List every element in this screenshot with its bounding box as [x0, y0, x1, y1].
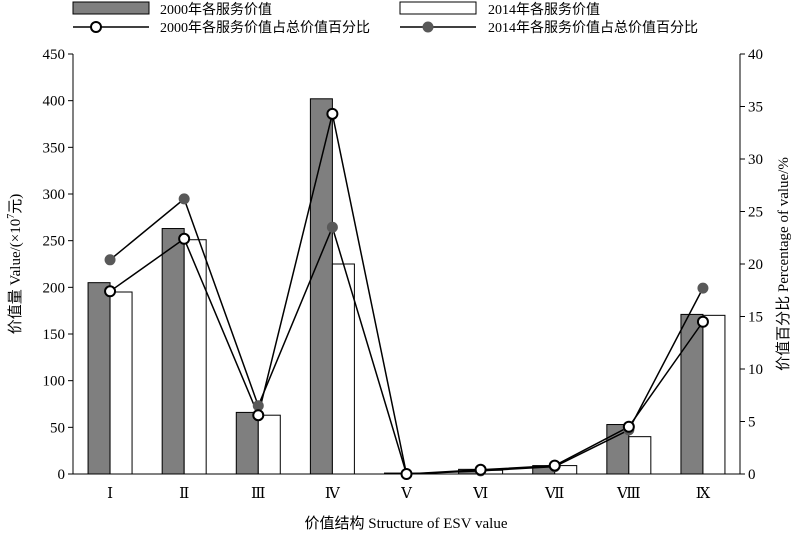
legend-swatch-2014-bar [399, 1, 477, 15]
point-2000-pct [622, 420, 635, 433]
bar-2014 [257, 414, 281, 475]
point-2014-pct [697, 282, 709, 294]
point-2014-pct [104, 254, 116, 266]
bar-2014 [702, 314, 726, 475]
y-right-tick-label: 15 [748, 310, 763, 326]
x-axis-title: 价值结构 Structure of ESV value [304, 515, 507, 532]
point-2014-pct [326, 221, 338, 233]
point-2000-pct [326, 107, 339, 120]
x-tick-label: Ⅶ [544, 486, 564, 502]
y-left-tick-label: 400 [43, 94, 66, 110]
y-right-tick-label: 5 [748, 415, 756, 431]
y-right-tick-label: 20 [748, 257, 763, 273]
y-left-tick-label: 450 [43, 47, 66, 63]
point-2014-pct [178, 193, 190, 205]
point-2000-pct [400, 468, 413, 480]
point-2000-pct [548, 459, 561, 472]
bar-2014 [183, 239, 207, 475]
bar-2000 [87, 282, 111, 475]
point-2000-pct [178, 232, 191, 245]
y-right-tick-label: 10 [748, 362, 763, 378]
x-tick-label: Ⅲ [251, 486, 265, 502]
y-left-tick-label: 350 [43, 140, 66, 156]
bar-2000 [309, 98, 333, 475]
x-tick-label: Ⅸ [696, 486, 711, 502]
x-tick-label: Ⅰ [107, 486, 113, 502]
y-left-tick-label: 0 [58, 467, 66, 483]
y-axis-left-title-after: 元) [8, 194, 24, 214]
y-right-tick-label: 35 [748, 100, 763, 116]
y-left-tick-label: 200 [43, 280, 66, 296]
bar-2000 [235, 411, 259, 475]
x-tick-label: Ⅴ [400, 486, 413, 502]
x-tick-label: Ⅳ [325, 486, 341, 502]
y-axis-left-title-sup: 7 [6, 214, 17, 219]
y-left-tick-label: 150 [43, 327, 66, 343]
legend: 2000年各服务价值 2014年各服务价值 2000年各服务价值占总价值百分比 … [72, 1, 698, 36]
point-2000-pct [104, 285, 117, 298]
y-left-tick-label: 300 [43, 187, 66, 203]
plot-area: 0 50 100 150 200 250 300 350 400 450 0 5 10 15 20 25 30 3… [43, 47, 764, 502]
y-axis-left-title-main: 价值量 Value/(×10 [7, 219, 24, 335]
x-tick-label: Ⅵ [472, 486, 488, 502]
y-axis-right-title: 价值百分比 Percentage of value/% [775, 157, 792, 371]
legend-swatch-2000-bar [72, 1, 150, 15]
y-right-tick-label: 0 [748, 467, 756, 483]
bar-2014 [628, 436, 652, 475]
legend-label-2000-bar: 2000年各服务价值 [160, 2, 272, 18]
legend-marker-2014-pct [422, 21, 434, 33]
y-left-tick-label: 100 [43, 374, 66, 390]
x-tick-label: Ⅷ [616, 486, 641, 502]
point-2000-pct [252, 409, 265, 422]
bar-2014 [109, 291, 133, 475]
y-left-tick-label: 50 [50, 420, 65, 436]
bar-2000 [161, 228, 185, 475]
y-axis-left-title: 价值量 Value/(×107元) [6, 194, 24, 335]
y-right-tick-label: 40 [748, 47, 763, 63]
y-left-tick-label: 250 [43, 234, 66, 250]
legend-label-2014-bar: 2014年各服务价值 [488, 2, 600, 18]
point-2000-pct [696, 315, 709, 328]
y-right-tick-label: 25 [748, 205, 763, 221]
y-right-tick-label: 30 [748, 152, 763, 168]
x-tick-label: Ⅱ [179, 486, 189, 502]
legend-marker-2000-pct [90, 21, 102, 33]
bar-2014 [331, 263, 355, 475]
legend-label-2014-pct: 2014年各服务价值占总价值百分比 [488, 20, 698, 36]
point-2000-pct [474, 463, 487, 476]
legend-label-2000-pct: 2000年各服务价值占总价值百分比 [160, 20, 370, 36]
